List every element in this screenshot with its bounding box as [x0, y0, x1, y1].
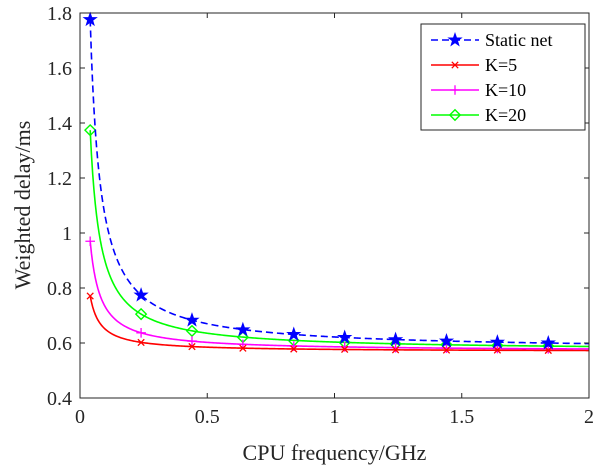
data-point-static-net-9 [489, 334, 506, 349]
data-point-k-5-2 [137, 338, 145, 347]
data-point-k-10-3 [187, 336, 197, 346]
y-tick-label: 0.6 [47, 333, 72, 355]
data-point-k-5-3 [188, 342, 196, 351]
legend: Static net K=5 K=10 K=20 [420, 23, 586, 131]
data-point-k-5-5 [290, 345, 298, 353]
data-point-static-net-10 [540, 334, 556, 350]
legend-marker-static-net [447, 31, 463, 47]
x-tick-label: 0 [75, 406, 85, 428]
data-point-k-5-6 [341, 345, 349, 353]
data-point-k-5-1 [86, 292, 94, 300]
legend-marker-k-20 [448, 108, 462, 122]
legend-marker-k-5 [451, 61, 459, 69]
data-point-static-net-8 [438, 333, 455, 348]
data-point-k-20-1 [83, 123, 97, 137]
data-point-static-net-2 [133, 287, 149, 302]
y-tick-label: 1.4 [47, 113, 72, 135]
data-point-k-10-1 [85, 236, 95, 247]
legend-marker-k-10 [450, 85, 460, 95]
x-tick-label: 0.5 [195, 406, 220, 428]
legend-label-k-10: K=10 [485, 80, 526, 100]
x-tick-label: 1.5 [449, 406, 474, 428]
legend-label-static-net: Static net [485, 30, 552, 50]
y-axis-label: Weighted delay/ms [10, 121, 35, 290]
data-point-static-net-6 [337, 329, 353, 344]
series-k-5 [86, 292, 589, 355]
legend-label-k-5: K=5 [485, 55, 517, 75]
series-line-k-10 [89, 241, 590, 350]
y-tick-label: 1.6 [47, 58, 72, 80]
y-tick-label: 1 [62, 223, 72, 245]
series-layer [82, 11, 590, 355]
data-point-k-10-7 [390, 342, 401, 353]
data-point-k-20-2 [134, 307, 148, 321]
data-point-k-10-2 [136, 328, 146, 338]
data-point-k-5-4 [239, 344, 247, 352]
legend-box [420, 23, 586, 131]
series-static-net [82, 11, 590, 350]
y-tick-label: 1.2 [47, 168, 72, 190]
series-line-k-5 [89, 295, 589, 352]
data-point-static-net-5 [286, 326, 302, 341]
data-point-static-net-4 [235, 321, 251, 337]
data-point-k-5-7 [391, 346, 400, 354]
y-tick-label: 0.4 [47, 388, 72, 410]
data-point-k-20-3 [185, 324, 199, 338]
series-line-static-net [89, 19, 590, 345]
data-point-static-net-1 [82, 11, 98, 27]
data-point-k-5-10 [544, 346, 552, 355]
data-point-k-10-8 [441, 343, 452, 354]
data-point-static-net-3 [184, 312, 200, 327]
x-tick-label: 1 [330, 406, 340, 428]
legend-label-k-20: K=20 [485, 105, 526, 125]
x-tick-label: 2 [584, 406, 594, 428]
axes-layer: 0 0.5 1 1.5 2 0.4 0.6 0.8 1 1.2 1.4 1.6 1.8 [47, 3, 594, 428]
x-axis-label: CPU frequency/GHz [243, 440, 427, 465]
y-tick-label: 1.8 [47, 3, 72, 25]
data-point-k-5-8 [442, 346, 451, 354]
data-point-k-5-9 [493, 346, 502, 354]
data-point-static-net-7 [387, 331, 404, 347]
y-tick-label: 0.8 [47, 278, 72, 300]
